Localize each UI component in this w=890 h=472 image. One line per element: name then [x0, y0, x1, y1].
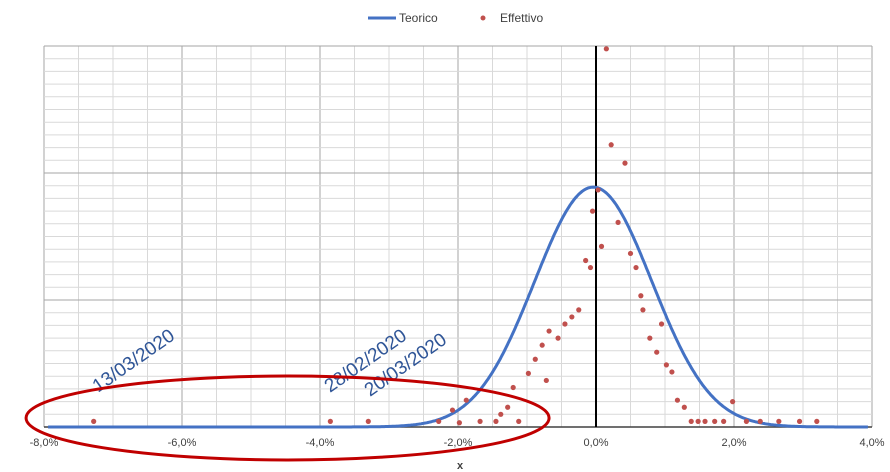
effettivo-point [622, 160, 628, 166]
legend-effettivo-label: Effettivo [500, 11, 543, 25]
effettivo-point [583, 257, 589, 264]
effettivo-point [91, 418, 97, 424]
effettivo-point [647, 335, 653, 341]
legend: Teorico Effettivo [368, 11, 543, 25]
effettivo-point [654, 349, 660, 355]
effettivo-point [562, 321, 568, 327]
effettivo-point [463, 397, 469, 403]
effettivo-point [493, 418, 499, 424]
gridlines [43, 45, 873, 428]
x-tick-label: -8,0% [30, 437, 59, 449]
effettivo-point [365, 418, 371, 424]
legend-effettivo-swatch [480, 15, 486, 21]
effettivo-point [663, 362, 669, 368]
x-tick-label: -4,0% [306, 437, 335, 449]
effettivo-point [498, 411, 504, 417]
effettivo-point [589, 208, 596, 214]
effettivo-point [814, 418, 820, 424]
effettivo-point [681, 404, 687, 410]
highlight [24, 374, 551, 462]
teorico-curve [48, 185, 868, 429]
effettivo-point [598, 243, 605, 249]
effettivo-point [543, 377, 549, 384]
effettivo-point [688, 418, 694, 424]
effettivo-point [505, 404, 511, 410]
effettivo-point [539, 342, 545, 348]
effettivo-point [796, 418, 803, 424]
effettivo-point [587, 264, 594, 271]
legend-teorico-label: Teorico [399, 11, 438, 25]
x-tick-label: 0,0% [583, 437, 608, 449]
effettivo-point [449, 407, 456, 413]
effettivo-point [525, 370, 531, 376]
effettivo-point [627, 250, 634, 257]
effettivo-point [477, 418, 483, 424]
effettivo-point [695, 418, 701, 424]
effettivo-point [608, 142, 614, 148]
effettivo-point [546, 328, 552, 334]
effettivo-point [743, 418, 750, 424]
effettivo-point [633, 264, 639, 271]
effettivo-point [658, 321, 665, 327]
x-axis-title: x [457, 460, 464, 472]
x-tick-label: 2,0% [721, 437, 746, 449]
effettivo-point [757, 418, 763, 424]
effettivo-point [532, 356, 538, 362]
effettivo-point [712, 418, 718, 424]
effettivo-point [555, 335, 561, 341]
effettivo-point [569, 314, 575, 320]
effettivo-point [615, 219, 621, 225]
effettivo-point [674, 397, 681, 403]
effettivo-point [436, 418, 442, 424]
effettivo-point [638, 293, 644, 299]
effettivo-point [640, 307, 646, 313]
highlight-ellipse [24, 374, 551, 462]
x-tick-label: -6,0% [168, 437, 197, 449]
effettivo-point [327, 418, 333, 424]
effettivo-point [516, 418, 522, 424]
effettivo-point [603, 46, 609, 52]
effettivo-series [91, 46, 820, 426]
effettivo-point [730, 399, 736, 405]
x-tick-label: 4,0% [859, 437, 884, 449]
effettivo-point [576, 307, 582, 313]
effettivo-point [456, 420, 462, 426]
effettivo-point [721, 418, 727, 424]
effettivo-point [702, 418, 708, 424]
effettivo-point [776, 418, 782, 424]
x-tick-labels: -8,0% -6,0% -4,0% -2,0% 0,0% 2,0% 4,0% [30, 437, 885, 449]
teorico-series [48, 185, 868, 429]
effettivo-point [510, 384, 516, 391]
effettivo-point [669, 369, 675, 375]
x-tick-label: -2,0% [444, 437, 473, 449]
date-annotation: 13/03/2020 [89, 325, 179, 397]
effettivo-point [595, 187, 601, 193]
